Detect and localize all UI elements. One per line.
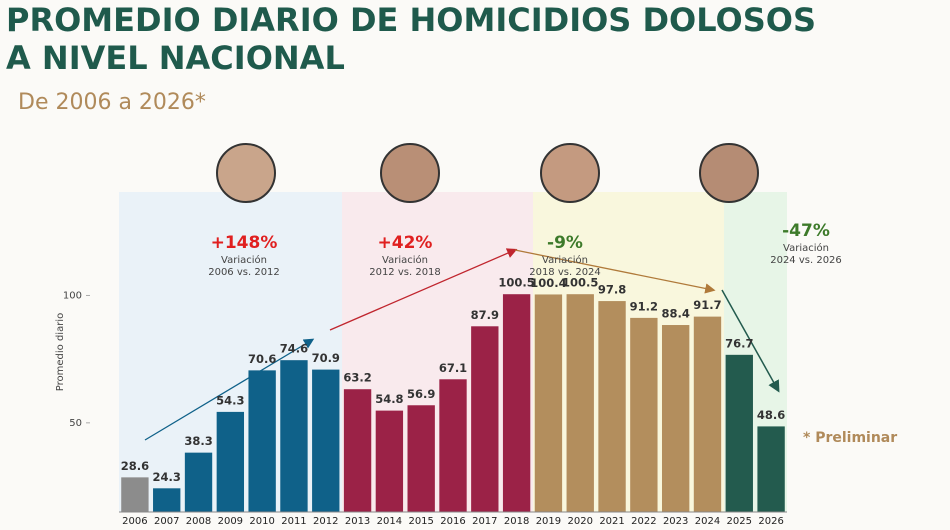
change-label: +148% xyxy=(211,233,278,253)
bar xyxy=(661,325,690,512)
change-label: -47% xyxy=(782,221,830,241)
value-label: 87.9 xyxy=(471,308,499,322)
period-shade xyxy=(342,192,533,512)
change-caption: Variación xyxy=(221,254,267,266)
value-label: 48.6 xyxy=(757,408,785,422)
value-label: 63.2 xyxy=(343,371,371,385)
x-tick-label: 2009 xyxy=(218,516,243,527)
x-tick-label: 2020 xyxy=(568,516,593,527)
x-tick-label: 2026 xyxy=(758,516,783,527)
x-tick-label: 2014 xyxy=(377,516,402,527)
bar xyxy=(534,294,563,512)
value-label: 70.6 xyxy=(248,352,276,366)
value-label: 24.3 xyxy=(153,470,181,484)
bar xyxy=(725,354,753,512)
value-label: 88.4 xyxy=(661,307,689,321)
x-tick-label: 2025 xyxy=(727,516,752,527)
trend-arrow xyxy=(329,248,518,331)
bar xyxy=(566,294,594,512)
change-range: 2018 vs. 2024 xyxy=(529,267,601,278)
trend-arrow xyxy=(144,338,315,441)
change-range: 2006 vs. 2012 xyxy=(208,267,280,278)
y-tick-label: 100 xyxy=(63,290,82,301)
portrait xyxy=(380,143,440,203)
bar xyxy=(502,294,531,512)
portraits xyxy=(216,143,759,203)
x-tick-label: 2008 xyxy=(186,516,211,527)
value-label: 54.8 xyxy=(375,392,403,406)
value-label: 56.9 xyxy=(407,387,435,401)
value-label: 91.2 xyxy=(630,299,658,313)
value-label: 100.5 xyxy=(562,276,598,290)
value-label: 70.9 xyxy=(312,351,340,365)
x-tick-label: 2024 xyxy=(695,516,720,527)
bar xyxy=(471,326,499,512)
x-tick-label: 2019 xyxy=(536,516,561,527)
bar xyxy=(153,488,181,512)
period-shade xyxy=(533,192,724,512)
bar xyxy=(248,370,276,512)
bar xyxy=(121,477,149,512)
change-caption: Variación xyxy=(783,242,829,254)
x-tick-label: 2018 xyxy=(504,516,529,527)
trend-arrow xyxy=(721,289,780,393)
trend-arrow xyxy=(514,249,716,294)
x-tick-label: 2012 xyxy=(313,516,338,527)
chart-title: A NIVEL NACIONAL xyxy=(6,39,345,77)
y-axis-label: Promedio diario xyxy=(55,313,66,391)
bar xyxy=(630,317,658,512)
portrait xyxy=(216,143,276,203)
bar xyxy=(184,452,213,512)
bar xyxy=(312,369,340,512)
bar xyxy=(375,410,404,512)
portrait xyxy=(699,143,759,203)
x-tick-label: 2017 xyxy=(472,516,497,527)
value-label: 74.6 xyxy=(280,342,308,356)
bar xyxy=(757,426,785,512)
value-label: 28.6 xyxy=(121,459,149,473)
value-label: 38.3 xyxy=(184,434,212,448)
note: * Preliminar xyxy=(803,430,897,446)
chart-subtitle: De 2006 a 2026* xyxy=(18,90,206,115)
x-tick-label: 2022 xyxy=(631,516,656,527)
change-label: -9% xyxy=(547,233,583,253)
value-label: 97.8 xyxy=(598,283,626,297)
x-tick-label: 2011 xyxy=(281,516,306,527)
change-caption: Variación xyxy=(382,254,428,266)
change-range: 2012 vs. 2018 xyxy=(369,267,441,278)
bar xyxy=(598,301,626,512)
value-label: 54.3 xyxy=(216,393,244,407)
y-tick-label: 50 xyxy=(69,418,82,429)
bar xyxy=(439,379,467,512)
bar xyxy=(280,360,308,512)
change-range: 2024 vs. 2026 xyxy=(770,255,842,266)
x-tick-label: 2010 xyxy=(249,516,274,527)
value-label: 76.7 xyxy=(725,336,753,350)
value-label: 100.4 xyxy=(530,276,566,290)
change-label: +42% xyxy=(378,233,433,253)
x-tick-label: 2023 xyxy=(663,516,688,527)
chart-title: PROMEDIO DIARIO DE HOMICIDIOS DOLOSOS xyxy=(6,1,816,39)
x-tick-label: 2007 xyxy=(154,516,179,527)
value-label: 91.7 xyxy=(693,298,721,312)
value-label: 100.5 xyxy=(498,276,534,290)
bar xyxy=(343,389,372,512)
x-tick-label: 2016 xyxy=(440,516,465,527)
x-tick-label: 2013 xyxy=(345,516,370,527)
x-tick-label: 2015 xyxy=(408,516,433,527)
bar xyxy=(407,405,435,512)
bar xyxy=(693,316,722,512)
x-tick-label: 2021 xyxy=(599,516,624,527)
x-tick-label: 2006 xyxy=(122,516,147,527)
bar xyxy=(216,411,245,512)
portrait xyxy=(540,143,600,203)
change-caption: Variación xyxy=(542,254,588,266)
value-label: 67.1 xyxy=(439,361,467,375)
